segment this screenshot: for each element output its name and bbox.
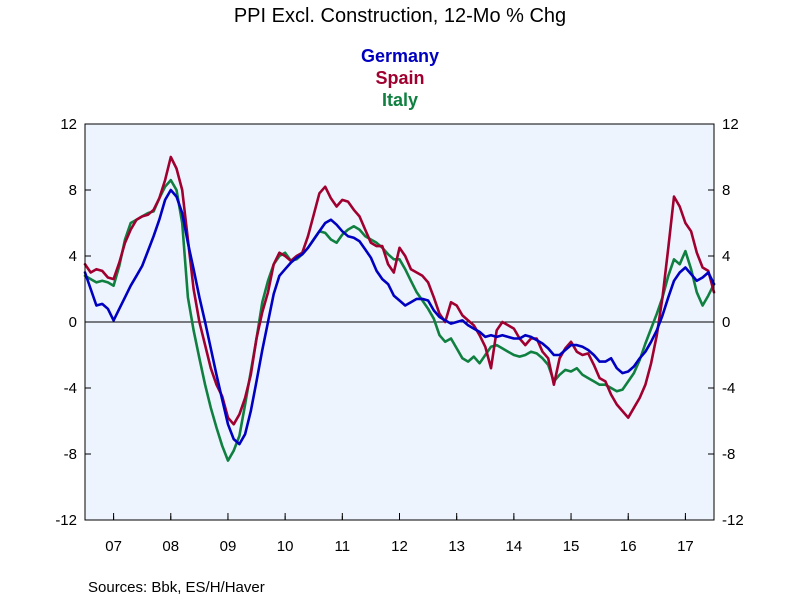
x-tick-label: 14	[506, 538, 523, 555]
legend-label-germany: Germany	[361, 46, 439, 66]
x-tick-label: 09	[220, 538, 237, 555]
x-tick-label: 16	[620, 538, 637, 555]
y-tick-label-left: -4	[64, 380, 77, 397]
x-tick-label: 17	[677, 538, 694, 555]
legend-label-italy: Italy	[382, 90, 418, 110]
plot-frame	[84, 123, 715, 521]
y-tick-label-right: 8	[722, 182, 730, 199]
y-tick-label-left: -12	[55, 512, 77, 529]
y-tick-label-left: 0	[69, 314, 77, 331]
y-tick-label-right: -12	[722, 512, 744, 529]
lines-layer	[83, 155, 716, 462]
x-tick-label: 08	[162, 538, 179, 555]
x-tick-label: 10	[277, 538, 294, 555]
series-line-germany	[83, 188, 716, 446]
legend-label-spain: Spain	[375, 68, 424, 88]
y-tick-label-right: -8	[722, 446, 735, 463]
chart-title: PPI Excl. Construction, 12-Mo % Chg	[234, 5, 566, 27]
y-tick-label-right: 12	[722, 116, 739, 133]
series-line-italy	[83, 178, 716, 462]
x-tick-label: 12	[391, 538, 408, 555]
source-note: Sources: Bbk, ES/H/Haver	[88, 579, 265, 596]
y-tick-label-left: -8	[64, 446, 77, 463]
y-tick-label-left: 8	[69, 182, 77, 199]
x-tick-label: 07	[105, 538, 122, 555]
y-tick-label-left: 12	[60, 116, 77, 133]
y-tick-label-right: -4	[722, 380, 735, 397]
y-tick-label-right: 4	[722, 248, 730, 265]
y-tick-label-left: 4	[69, 248, 77, 265]
y-tick-label-right: 0	[722, 314, 730, 331]
axes-layer: 12 12 8 8 4 4 0 0 -4 -4 -8 -8 -12 -12 07 08 09 10 11 12 13 14…	[55, 116, 743, 555]
x-tick-label: 13	[448, 538, 465, 555]
x-tick-label: 11	[335, 538, 351, 555]
x-tick-label: 15	[563, 538, 580, 555]
